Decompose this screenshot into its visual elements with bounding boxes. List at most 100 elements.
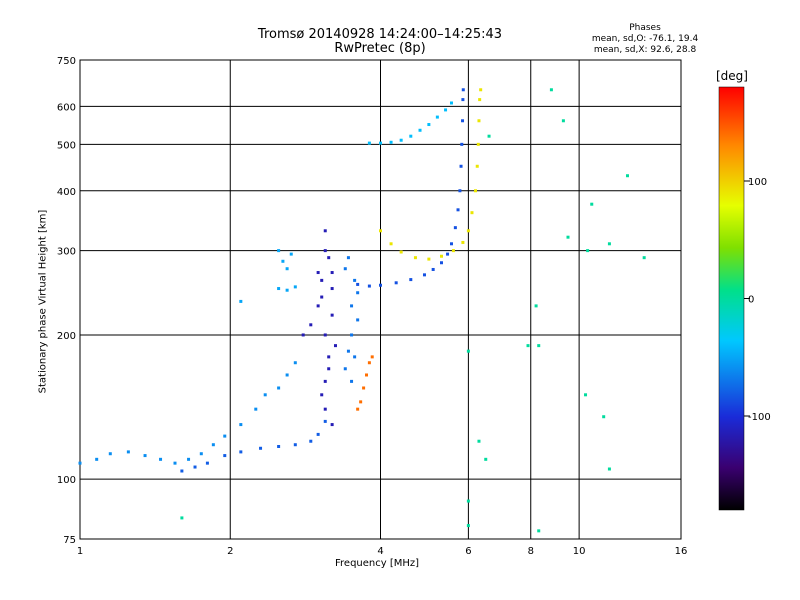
data-point [451, 249, 455, 253]
data-point [316, 304, 320, 308]
axis-ticks: 1 2 4 6 8 10 16 75 100 200 300 400 500 600 750 [57, 56, 687, 557]
data-point [323, 249, 327, 253]
data-point [330, 423, 334, 427]
data-point [330, 287, 334, 291]
y-tick-label: 200 [57, 331, 76, 342]
data-point [475, 164, 479, 168]
data-point [327, 355, 331, 359]
data-point [534, 304, 538, 308]
data-point [365, 373, 369, 377]
data-point [223, 434, 227, 438]
data-point [285, 373, 289, 377]
colorbar-ticks: 100 0 -100 [744, 177, 771, 423]
data-point [466, 229, 470, 233]
data-point [285, 267, 289, 271]
data-point [330, 271, 334, 275]
data-point [478, 98, 482, 102]
y-tick-label: 600 [57, 102, 76, 113]
data-point [409, 278, 413, 282]
data-point [449, 242, 453, 246]
data-point [642, 256, 646, 260]
data-point [330, 313, 334, 317]
data-point [316, 271, 320, 275]
data-point [333, 344, 337, 348]
data-point [367, 361, 371, 365]
data-point [353, 278, 357, 282]
data-point [399, 250, 403, 254]
colorbar [718, 86, 745, 511]
data-point [466, 499, 470, 503]
data-point [320, 278, 324, 282]
data-point [350, 333, 354, 337]
data-point [159, 457, 163, 461]
data-point [126, 450, 130, 454]
data-point [537, 344, 541, 348]
data-point [263, 393, 267, 397]
data-points [78, 88, 646, 533]
data-point [561, 119, 565, 123]
colorbar-tick-label: -100 [748, 412, 771, 423]
data-point [607, 242, 611, 246]
data-point [379, 141, 382, 145]
data-point [289, 252, 293, 256]
colorbar-tick-label: 0 [748, 295, 754, 306]
y-tick-label: 100 [57, 475, 76, 486]
data-point [466, 524, 470, 528]
data-point [418, 128, 422, 132]
data-point [584, 393, 588, 397]
data-point [293, 361, 297, 365]
data-point [199, 452, 203, 456]
phase-stats-x: mean, sd,X: 92.6, 28.8 [593, 45, 697, 55]
y-tick-label: 75 [63, 535, 76, 546]
data-point [459, 164, 463, 168]
data-point [413, 256, 417, 260]
x-tick-label: 16 [675, 546, 688, 557]
data-point [389, 140, 393, 144]
data-point [473, 189, 477, 193]
phase-stats-o: mean, sd,O: -76.1, 19.4 [591, 34, 699, 44]
chart-title: Tromsø 20140928 14:24:00–14:25:43 [257, 27, 503, 42]
data-point [476, 142, 480, 146]
data-point [78, 461, 82, 465]
data-point [193, 465, 197, 469]
data-point [449, 101, 453, 105]
y-tick-label: 750 [57, 56, 76, 67]
data-point [143, 454, 147, 458]
data-point [277, 386, 281, 390]
data-point [389, 242, 393, 246]
data-point [367, 284, 371, 288]
data-point [487, 134, 491, 138]
data-point [95, 457, 99, 461]
data-point [205, 461, 209, 465]
data-point [379, 283, 382, 287]
data-point [211, 443, 215, 447]
data-point [259, 446, 263, 450]
data-point [362, 386, 366, 390]
data-point [453, 226, 457, 230]
data-point [458, 189, 462, 193]
data-point [350, 379, 354, 383]
data-point [484, 457, 488, 461]
data-point [526, 344, 530, 348]
data-point [173, 461, 177, 465]
data-point [301, 333, 305, 337]
data-point [293, 443, 297, 447]
data-point [461, 98, 465, 102]
data-point [479, 88, 483, 92]
data-point [379, 229, 382, 233]
y-tick-label: 400 [57, 187, 76, 198]
data-point [187, 457, 191, 461]
data-point [346, 349, 350, 353]
data-point [477, 439, 481, 443]
data-point [356, 407, 360, 411]
data-point [323, 419, 327, 423]
data-point [590, 202, 594, 206]
x-tick-label: 2 [227, 546, 233, 557]
data-point [394, 281, 398, 285]
data-point [239, 299, 243, 303]
y-tick-label: 500 [57, 140, 76, 151]
data-point [277, 249, 281, 253]
data-point [346, 256, 350, 260]
x-tick-label: 1 [77, 546, 83, 557]
plot-frame [79, 59, 682, 540]
